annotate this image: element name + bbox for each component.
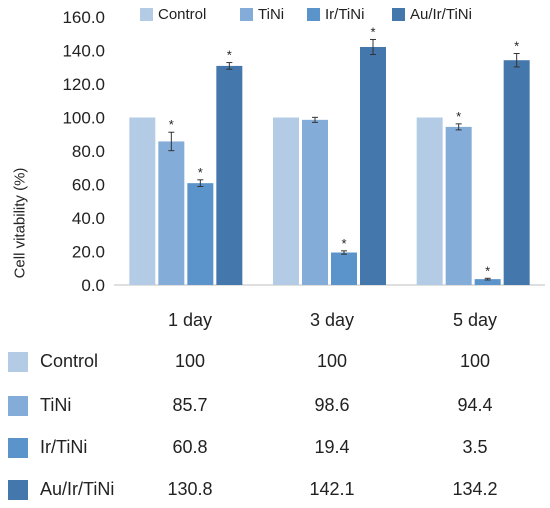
bar-au-ir-tini — [216, 65, 243, 285]
bar-control — [129, 117, 156, 285]
table-row-ir-tini: Ir/TiNi 60.8 19.4 3.5 — [0, 436, 550, 466]
table-cell: 94.4 — [457, 395, 493, 415]
legend-item-ir-tini: Ir/TiNi — [307, 6, 364, 23]
bar-chart: 0.0 20.0 40.0 60.0 80.0 100.0 120.0 140.0 160.0 *… — [62, 8, 545, 295]
bar-au-ir-tini — [360, 46, 386, 285]
bar-ir-tini — [187, 183, 214, 285]
significance-marker: * — [514, 39, 519, 54]
row-swatch-control — [8, 352, 28, 372]
legend-swatch-ir-tini — [307, 8, 320, 21]
legend-label-tini: TiNi — [258, 6, 285, 23]
significance-marker: * — [485, 263, 490, 278]
table-header-day-3: 3 day — [309, 310, 355, 330]
y-axis-label: Cell vitability (%) — [11, 167, 29, 279]
bar-au-ir-tini — [503, 60, 530, 286]
legend-swatch-control — [140, 8, 153, 21]
table-row-control: Control 100 100 100 — [0, 350, 550, 380]
row-label-tini: TiNi — [40, 395, 72, 415]
table-cell: 130.8 — [167, 479, 213, 499]
bar-control — [416, 117, 443, 285]
y-tick-label: 80.0 — [72, 142, 105, 161]
y-axis-label-box: Cell vitability (%) — [6, 148, 34, 298]
bar-tini — [302, 119, 328, 285]
bar-ir-tini — [331, 252, 357, 285]
table-row-au-ir-tini: Au/Ir/TiNi 130.8 142.1 134.2 — [0, 478, 550, 508]
row-label-au-ir-tini: Au/Ir/TiNi — [40, 479, 115, 499]
table-cell: 100 — [174, 351, 206, 371]
legend-label-au-ir-tini: Au/Ir/TiNi — [410, 6, 472, 23]
y-tick-label: 0.0 — [81, 276, 105, 295]
row-swatch-au-ir-tini — [8, 480, 28, 500]
bar-tini — [445, 126, 472, 285]
bar-ir-tini — [474, 279, 501, 285]
table-cell: 134.2 — [452, 479, 498, 499]
significance-marker: * — [198, 165, 203, 180]
y-tick-label: 60.0 — [72, 176, 105, 195]
bar-tini — [158, 141, 185, 285]
table-cell: 98.6 — [314, 395, 350, 415]
table-header-day-1: 1 day — [167, 310, 213, 330]
table-cell: 3.5 — [462, 437, 488, 457]
bar-control — [273, 117, 299, 285]
significance-marker: * — [169, 117, 174, 132]
y-tick-label: 120.0 — [62, 75, 105, 94]
row-swatch-ir-tini — [8, 438, 28, 458]
table-cell: 19.4 — [314, 437, 350, 457]
legend: Control TiNi Ir/TiNi Au/Ir/TiNi — [140, 6, 550, 28]
table-cell: 100 — [459, 351, 491, 371]
table-cell: 100 — [316, 351, 348, 371]
significance-marker: * — [227, 48, 232, 63]
legend-item-control: Control — [140, 6, 206, 23]
significance-marker: * — [370, 24, 375, 39]
significance-marker: * — [341, 236, 346, 251]
row-swatch-tini — [8, 396, 28, 416]
y-tick-label: 100.0 — [62, 109, 105, 128]
table-cell: 142.1 — [309, 479, 355, 499]
legend-label-ir-tini: Ir/TiNi — [325, 6, 365, 23]
table-cell: 60.8 — [172, 437, 208, 457]
y-tick-label: 140.0 — [62, 42, 105, 61]
legend-item-au-ir-tini: Au/Ir/TiNi — [392, 6, 472, 23]
legend-swatch-tini — [240, 8, 253, 21]
y-tick-label: 20.0 — [72, 243, 105, 262]
table-row-tini: TiNi 85.7 98.6 94.4 — [0, 394, 550, 424]
legend-label-control: Control — [158, 6, 207, 23]
significance-marker: * — [456, 109, 461, 124]
y-tick-label: 160.0 — [62, 8, 105, 27]
legend-item-tini: TiNi — [240, 6, 284, 23]
row-label-control: Control — [40, 351, 99, 371]
table-cell: 85.7 — [172, 395, 208, 415]
y-tick-label: 40.0 — [72, 209, 105, 228]
legend-swatch-au-ir-tini — [392, 8, 405, 21]
row-label-ir-tini: Ir/TiNi — [40, 437, 88, 457]
table-header-day-5: 5 day — [452, 310, 498, 330]
